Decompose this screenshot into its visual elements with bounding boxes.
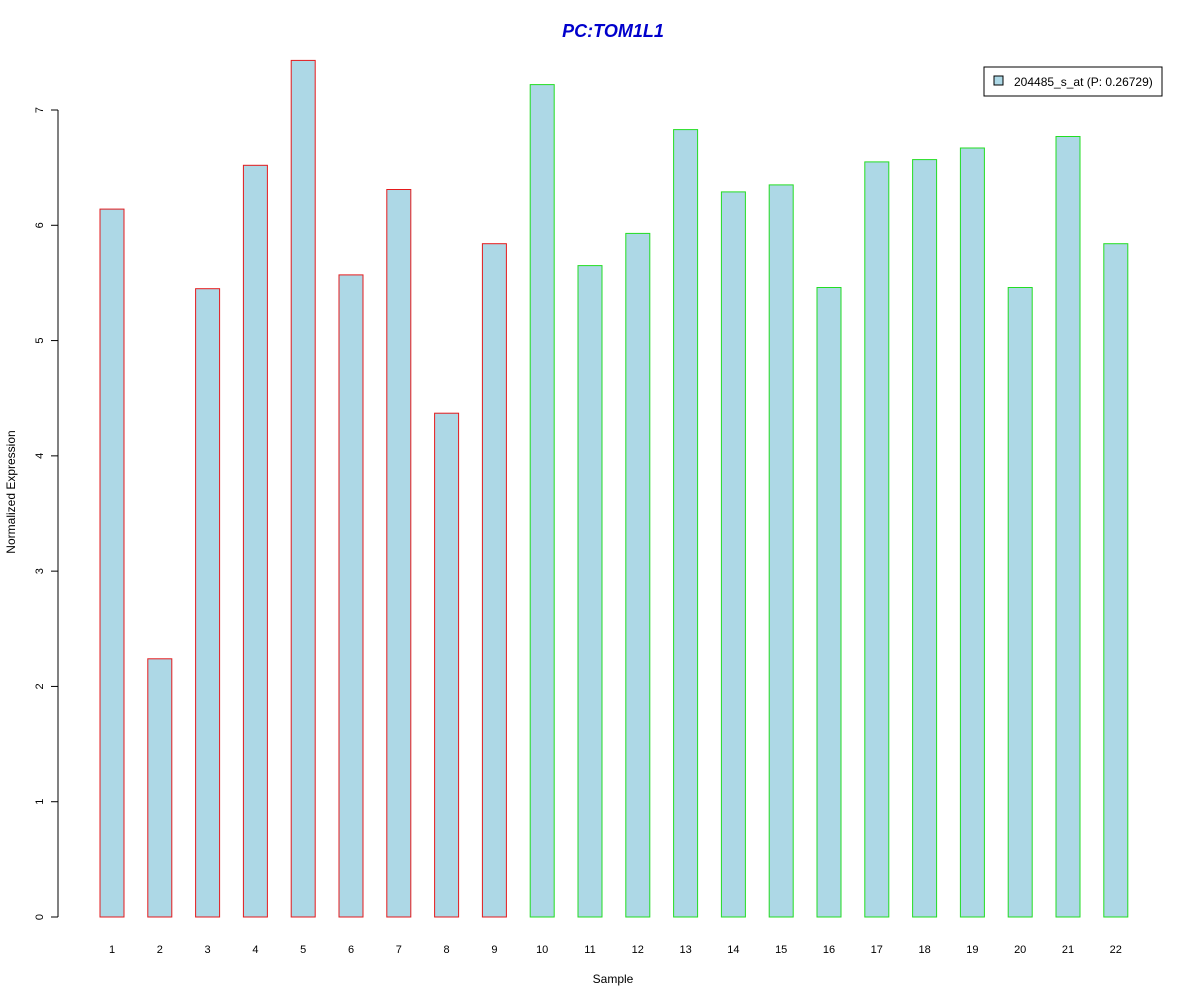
x-tick-label: 13 — [679, 944, 691, 956]
legend: 204485_s_at (P: 0.26729) — [983, 66, 1163, 97]
bar-sample-7 — [386, 189, 412, 918]
x-tick-label: 1 — [109, 944, 115, 956]
y-tick-label: 5 — [34, 338, 46, 344]
x-tick-label: 20 — [1014, 944, 1026, 956]
bar-sample-6 — [338, 274, 364, 918]
legend-label: 204485_s_at (P: 0.26729) — [1014, 75, 1153, 89]
y-tick-label: 0 — [34, 914, 46, 920]
y-tick-label: 1 — [34, 799, 46, 805]
x-tick-label: 21 — [1062, 944, 1074, 956]
y-axis: 0 1 2 3 4 5 6 7 — [34, 107, 59, 920]
y-tick-label: 3 — [34, 568, 46, 574]
bar-sample-3 — [195, 288, 221, 918]
bar-sample-10 — [529, 84, 555, 918]
bar-sample-2 — [147, 658, 173, 918]
bar-sample-15 — [768, 184, 794, 918]
bar-sample-16 — [816, 287, 842, 918]
x-tick-label: 5 — [300, 944, 306, 956]
legend-swatch — [993, 75, 1004, 86]
bar-sample-13 — [673, 129, 699, 918]
bar-sample-21 — [1055, 136, 1081, 918]
x-axis-title: Sample — [593, 972, 634, 986]
bar-sample-8 — [434, 412, 460, 918]
bar-sample-19 — [959, 147, 985, 918]
y-axis-title: Normalized Expression — [4, 430, 18, 553]
x-tick-label: 12 — [632, 944, 644, 956]
bar-sample-22 — [1103, 243, 1129, 918]
x-tick-label: 3 — [205, 944, 211, 956]
x-tick-label: 8 — [444, 944, 450, 956]
x-tick-label: 4 — [252, 944, 258, 956]
bar-sample-9 — [481, 243, 507, 918]
bar-sample-11 — [577, 265, 603, 918]
x-tick-label: 7 — [396, 944, 402, 956]
x-tick-label: 11 — [584, 944, 595, 956]
y-tick-label: 2 — [34, 683, 46, 689]
x-tick-label: 14 — [727, 944, 739, 956]
bar-sample-20 — [1007, 287, 1033, 918]
x-tick-label: 16 — [823, 944, 835, 956]
x-axis-labels: 1 2 3 4 5 6 7 8 9 10 11 12 13 14 15 16 17 18 19 20 21 22 — [109, 944, 1122, 956]
x-tick-label: 9 — [491, 944, 497, 956]
bar-sample-17 — [864, 161, 890, 918]
x-tick-label: 15 — [775, 944, 787, 956]
x-tick-label: 6 — [348, 944, 354, 956]
x-tick-label: 18 — [918, 944, 930, 956]
x-tick-label: 10 — [536, 944, 548, 956]
bar-sample-4 — [242, 164, 268, 918]
y-tick-label: 7 — [34, 107, 46, 113]
bar-sample-1 — [99, 208, 125, 918]
bar-sample-18 — [912, 159, 938, 918]
bar-sample-5 — [290, 59, 316, 918]
bar-sample-12 — [625, 232, 651, 918]
x-tick-label: 22 — [1110, 944, 1122, 956]
bar-sample-14 — [720, 191, 746, 918]
chart-title: PC:TOM1L1 — [562, 21, 664, 41]
y-tick-label: 6 — [34, 222, 46, 228]
bars — [99, 59, 1129, 918]
x-tick-label: 17 — [871, 944, 883, 956]
x-tick-label: 19 — [966, 944, 978, 956]
legend-box — [983, 66, 1163, 97]
y-tick-label: 4 — [34, 453, 46, 459]
x-tick-label: 2 — [157, 944, 163, 956]
